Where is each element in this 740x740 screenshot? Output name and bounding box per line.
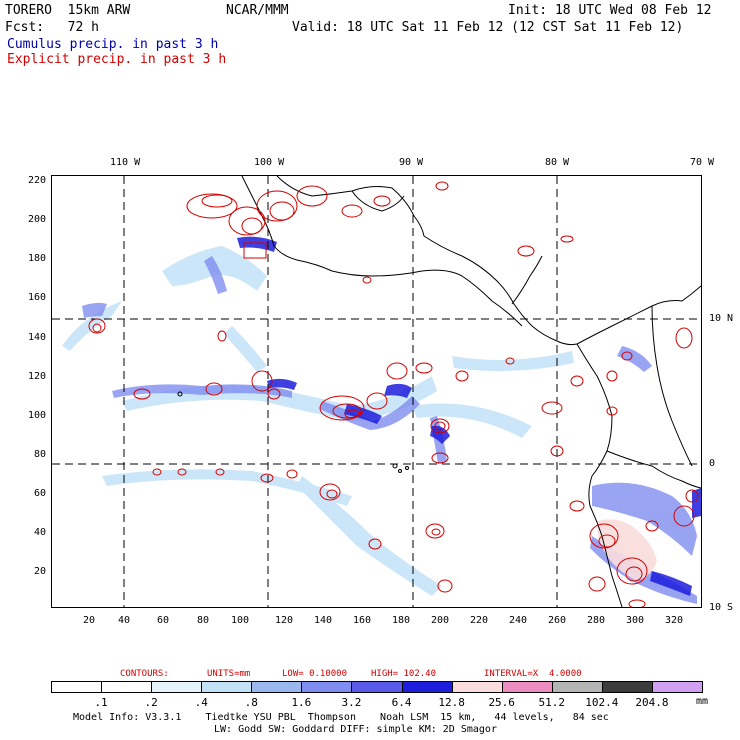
explicit-precip-contours — [88, 181, 699, 607]
contour-units: UNITS=mm — [207, 669, 251, 679]
colorbar-label: 3.2 — [341, 696, 362, 709]
colorbar-swatch — [351, 681, 403, 693]
colorbar-swatch — [401, 681, 453, 693]
lon-label-110w: 110 W — [110, 157, 141, 168]
y-tick-220: 220 — [28, 175, 47, 186]
contour-low: LOW= 0.10000 — [282, 669, 348, 679]
contour-interval: INTERVAL=X 4.0000 — [484, 669, 582, 679]
x-tick-140: 140 — [314, 615, 333, 626]
forecast-hour: Fcst: 72 h — [5, 20, 99, 35]
x-tick-280: 280 — [587, 615, 606, 626]
organization: NCAR/MMM — [226, 3, 289, 18]
precip-pink-region — [597, 519, 657, 581]
latlon-grid — [52, 176, 701, 607]
lon-label-90w: 90 W — [399, 157, 424, 168]
colorbar-label: 6.4 — [391, 696, 412, 709]
colorbar-label: .8 — [244, 696, 258, 709]
colorbar-label: 51.2 — [538, 696, 566, 709]
colorbar-swatch — [651, 681, 703, 693]
init-time: Init: 18 UTC Wed 08 Feb 12 — [508, 3, 712, 18]
colorbar-swatch — [301, 681, 353, 693]
y-tick-60: 60 — [34, 488, 47, 499]
lat-label-0: 0 — [709, 458, 716, 469]
colorbar-label: 102.4 — [585, 696, 619, 709]
lon-label-70w: 70 W — [690, 157, 715, 168]
islands — [177, 391, 409, 473]
y-tick-160: 160 — [28, 292, 47, 303]
colorbar-label: 1.6 — [291, 696, 312, 709]
colorbar-swatch — [251, 681, 303, 693]
y-tick-140: 140 — [28, 332, 47, 343]
y-tick-40: 40 — [34, 527, 47, 538]
x-tick-260: 260 — [548, 615, 567, 626]
physics-info: LW: Godd SW: Goddard DIFF: simple KM: 2D… — [214, 724, 497, 735]
colorbar-label: .4 — [194, 696, 208, 709]
colorbar-swatch — [151, 681, 203, 693]
x-tick-40: 40 — [118, 615, 131, 626]
x-tick-120: 120 — [275, 615, 294, 626]
y-tick-20: 20 — [34, 566, 47, 577]
cumulus-precip-heavy — [237, 236, 701, 596]
x-tick-80: 80 — [197, 615, 210, 626]
colorbar-swatch — [451, 681, 503, 693]
legend-explicit: Explicit precip. in past 3 h — [7, 52, 227, 67]
colorbar-swatch — [201, 681, 253, 693]
model-info: Model Info: V3.3.1 Tiedtke YSU PBL Thomp… — [73, 712, 609, 723]
colorbar-label: .1 — [94, 696, 108, 709]
y-tick-100: 100 — [28, 410, 47, 421]
lon-label-100w: 100 W — [254, 157, 285, 168]
colorbar-label: 25.6 — [488, 696, 515, 709]
map-svg — [52, 176, 701, 607]
x-tick-100: 100 — [231, 615, 250, 626]
x-tick-160: 160 — [353, 615, 372, 626]
colorbar-swatch — [601, 681, 653, 693]
x-tick-20: 20 — [83, 615, 96, 626]
valid-time: Valid: 18 UTC Sat 11 Feb 12 (12 CST Sat … — [292, 20, 684, 35]
map-plot — [51, 175, 702, 608]
colorbar-swatch — [551, 681, 603, 693]
x-tick-240: 240 — [509, 615, 528, 626]
cumulus-precip-light — [62, 246, 574, 596]
y-tick-200: 200 — [28, 214, 47, 225]
colorbar-label: 12.8 — [438, 696, 465, 709]
legend-cumulus: Cumulus precip. in past 3 h — [7, 37, 219, 52]
y-tick-180: 180 — [28, 253, 47, 264]
colorbar-label: .2 — [144, 696, 158, 709]
lat-label-10n: 10 N — [709, 313, 734, 324]
x-tick-300: 300 — [626, 615, 645, 626]
y-tick-120: 120 — [28, 371, 47, 382]
colorbar-swatch — [51, 681, 103, 693]
contour-label: CONTOURS: — [120, 669, 169, 679]
colorbar-unit: mm — [696, 696, 709, 707]
lat-label-10s: 10 S — [709, 602, 734, 613]
lon-label-80w: 80 W — [545, 157, 570, 168]
x-tick-320: 320 — [665, 615, 684, 626]
x-tick-200: 200 — [431, 615, 450, 626]
x-tick-220: 220 — [470, 615, 489, 626]
x-tick-180: 180 — [392, 615, 411, 626]
model-name: TORERO 15km ARW — [5, 3, 131, 18]
y-tick-80: 80 — [34, 449, 47, 460]
colorbar-label: 204.8 — [635, 696, 669, 709]
colorbar-swatch — [501, 681, 553, 693]
contour-high: HIGH= 102.40 — [371, 669, 437, 679]
colorbar-swatch — [101, 681, 153, 693]
x-tick-60: 60 — [157, 615, 170, 626]
